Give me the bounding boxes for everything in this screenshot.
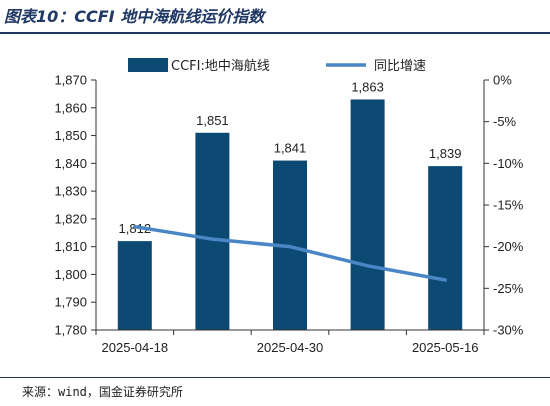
y-left-tick-label: 1,870 xyxy=(54,73,87,88)
y-left-tick-label: 1,840 xyxy=(54,156,87,171)
data-label-2025-05-09: 1,863 xyxy=(351,79,384,94)
y-left-tick-label: 1,850 xyxy=(54,128,87,143)
y-right-tick-label: -10% xyxy=(493,156,524,171)
bar-2025-04-25 xyxy=(195,132,230,330)
y-right-tick-label: -5% xyxy=(493,114,517,129)
data-label-2025-04-30: 1,841 xyxy=(274,141,307,156)
y-left-tick-label: 1,800 xyxy=(54,267,87,282)
x-tick-label: 2025-04-30 xyxy=(257,340,324,355)
x-tick-label: 2025-05-16 xyxy=(412,340,479,355)
source-rule xyxy=(0,377,550,378)
y-left-tick-label: 1,820 xyxy=(54,211,87,226)
bar-2025-05-09 xyxy=(350,99,385,330)
y-right-tick-label: -15% xyxy=(493,198,524,213)
y-left-tick-label: 1,810 xyxy=(54,239,87,254)
y-left-tick-label: 1,790 xyxy=(54,295,87,310)
x-tick-label: 2025-04-18 xyxy=(102,340,169,355)
data-label-2025-04-25: 1,851 xyxy=(196,113,229,128)
legend-swatch-bar xyxy=(128,58,168,72)
y-left-tick-label: 1,830 xyxy=(54,184,87,199)
y-right-tick-label: -30% xyxy=(493,323,524,338)
source-note: 来源：wind，国金证券研究所 xyxy=(22,385,183,399)
y-right-tick-label: 0% xyxy=(493,73,512,88)
data-label-2025-04-18: 1,812 xyxy=(119,221,152,236)
data-label-2025-05-16: 1,839 xyxy=(429,146,462,161)
y-right-tick-label: -25% xyxy=(493,281,524,296)
legend-label-line: 同比增速 xyxy=(374,59,426,74)
figure-title: 图表10：CCFI 地中海航线运价指数 xyxy=(4,7,265,26)
title-rule xyxy=(0,32,550,34)
y-right-tick-label: -20% xyxy=(493,239,524,254)
bar-2025-04-18 xyxy=(117,241,152,330)
bar-2025-05-16 xyxy=(428,166,463,330)
y-left-tick-label: 1,780 xyxy=(54,323,87,338)
y-left-tick-label: 1,860 xyxy=(54,100,87,115)
legend-label-bar: CCFI:地中海航线 xyxy=(171,58,270,74)
